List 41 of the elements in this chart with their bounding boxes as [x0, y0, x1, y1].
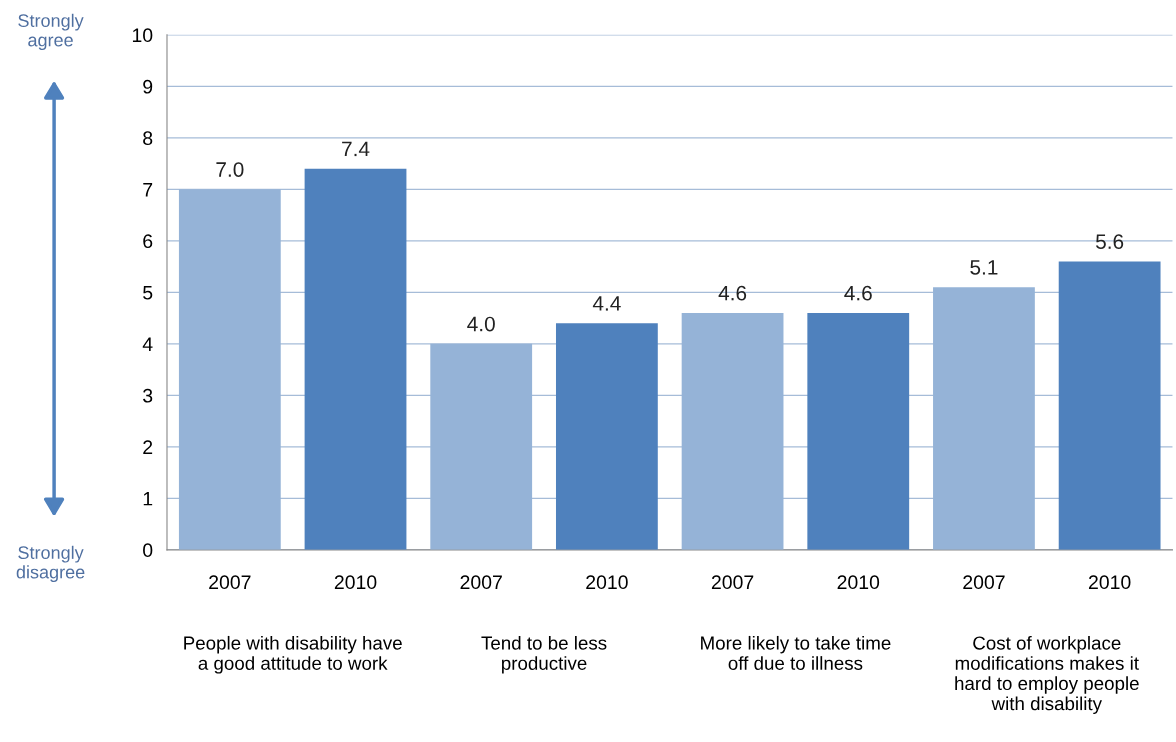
text: Strongly agree — [18, 13, 84, 51]
y-tick-label: 9 — [143, 79, 153, 94]
x-tick-label: 2007 — [711, 575, 754, 590]
y-tick-label: 0 — [143, 543, 153, 558]
y-tick-label: 8 — [143, 131, 153, 146]
y-tick-label: 3 — [143, 388, 153, 403]
x-tick-label: 2007 — [460, 575, 502, 590]
x-tick-label: 2007 — [209, 575, 251, 590]
bar — [178, 189, 281, 550]
bar — [807, 312, 910, 550]
data-label: 7.4 — [342, 141, 370, 157]
bar — [1058, 261, 1161, 550]
y-tick-label: 5 — [143, 286, 153, 300]
y-tick-label: 6 — [143, 234, 153, 249]
x-tick-label: 2010 — [586, 575, 628, 590]
text: Cost of workplace modifications makes it hard to employ people with disability — [955, 635, 1139, 714]
data-label: 4.6 — [718, 285, 747, 301]
data-label: 4.4 — [592, 296, 621, 311]
data-label: 4.6 — [844, 285, 872, 301]
data-label: 4.0 — [467, 316, 495, 332]
y-tick-label: 2 — [143, 440, 153, 454]
y-tick-label: 10 — [132, 28, 153, 43]
bar — [933, 287, 1035, 550]
data-label: 5.6 — [1095, 234, 1124, 249]
text: Strongly disagree — [16, 545, 85, 583]
data-label: 5.1 — [970, 260, 998, 275]
bar — [555, 323, 658, 550]
data-label: 7.0 — [216, 162, 244, 177]
text: People with disability have a good attitude to work — [184, 635, 402, 674]
x-tick-label: 2010 — [837, 575, 880, 590]
x-tick-label: 2010 — [334, 575, 377, 590]
bar — [681, 312, 784, 550]
bar — [430, 343, 533, 550]
text: Tend to be less productive — [481, 635, 607, 674]
x-tick-label: 2010 — [1088, 575, 1131, 590]
y-tick-label: 1 — [143, 492, 153, 506]
x-tick-label: 2007 — [963, 575, 1005, 590]
bar — [304, 168, 407, 550]
text: More likely to take time off due to illness — [701, 635, 891, 670]
y-tick-label: 4 — [142, 337, 153, 351]
y-tick-label: 7 — [143, 183, 153, 197]
